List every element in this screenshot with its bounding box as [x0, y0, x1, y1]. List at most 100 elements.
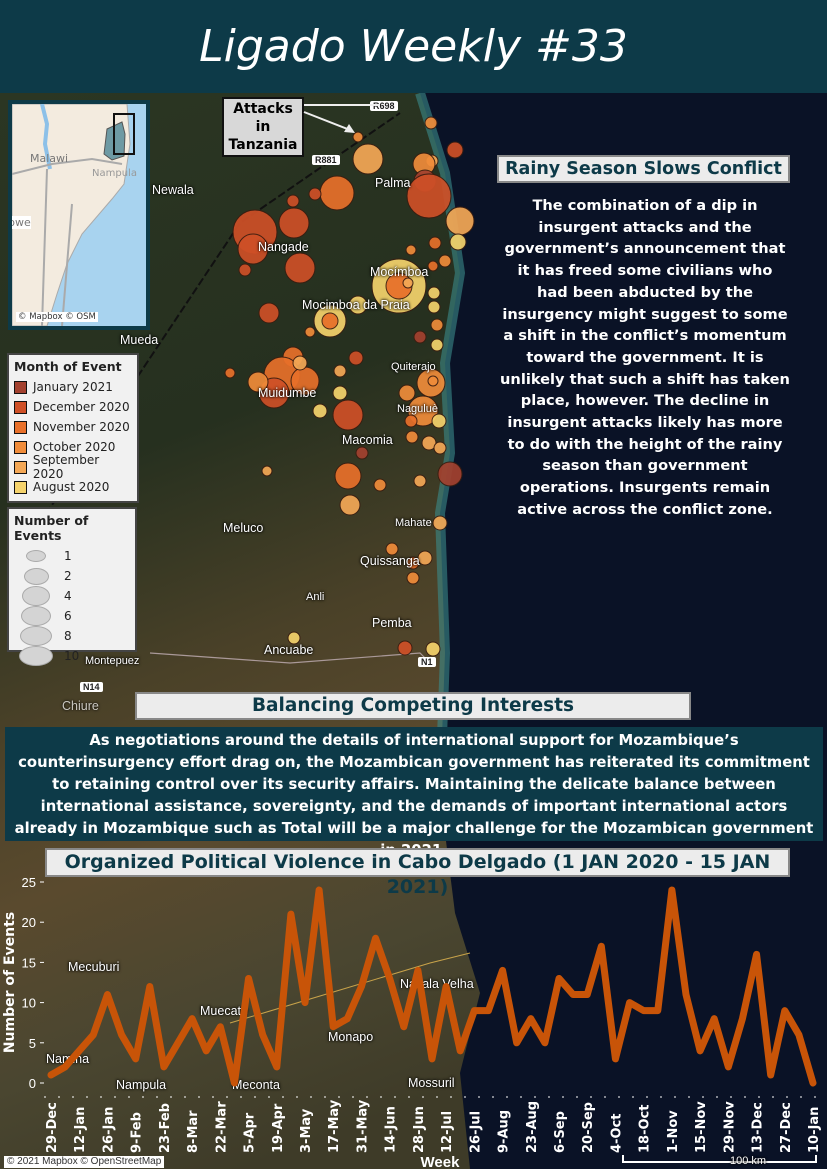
- data-point[interactable]: [147, 984, 152, 989]
- event-circle[interactable]: [433, 441, 447, 455]
- event-circle[interactable]: [445, 206, 475, 236]
- data-point[interactable]: [105, 992, 110, 997]
- data-point[interactable]: [740, 1016, 745, 1021]
- data-point[interactable]: [317, 888, 322, 893]
- data-point[interactable]: [754, 952, 759, 957]
- data-point[interactable]: [204, 1048, 209, 1053]
- map-attribution[interactable]: © 2021 Mapbox © OpenStreetMap: [4, 1156, 165, 1168]
- event-circle[interactable]: [224, 367, 236, 379]
- data-point[interactable]: [77, 1048, 82, 1053]
- event-circle[interactable]: [430, 338, 444, 352]
- data-point[interactable]: [359, 984, 364, 989]
- event-circle[interactable]: [427, 286, 441, 300]
- event-circle[interactable]: [321, 312, 339, 330]
- event-circle[interactable]: [332, 385, 348, 401]
- event-circle[interactable]: [405, 244, 417, 256]
- event-circle[interactable]: [287, 631, 301, 645]
- event-circle[interactable]: [284, 252, 316, 284]
- data-point[interactable]: [444, 984, 449, 989]
- event-circle[interactable]: [238, 263, 252, 277]
- data-point[interactable]: [669, 888, 674, 893]
- event-circle[interactable]: [404, 414, 418, 428]
- data-point[interactable]: [176, 1040, 180, 1045]
- data-point[interactable]: [796, 1032, 801, 1037]
- event-circle[interactable]: [385, 542, 399, 556]
- data-point[interactable]: [288, 912, 293, 917]
- data-point[interactable]: [232, 1081, 237, 1085]
- data-point[interactable]: [331, 1024, 336, 1029]
- event-circle[interactable]: [437, 461, 463, 487]
- data-point[interactable]: [599, 944, 604, 949]
- data-point[interactable]: [557, 976, 561, 981]
- data-point[interactable]: [345, 1016, 350, 1021]
- inset-attribution[interactable]: © Mapbox © OSM: [16, 312, 98, 322]
- event-circle[interactable]: [237, 233, 269, 265]
- event-circle[interactable]: [398, 384, 416, 402]
- data-point[interactable]: [373, 936, 378, 941]
- event-circle[interactable]: [427, 260, 439, 272]
- inset-map[interactable]: Malawi Nampula bwe © Mapbox © OSM: [8, 100, 150, 330]
- data-point[interactable]: [472, 1008, 477, 1013]
- event-circle[interactable]: [428, 236, 442, 250]
- map[interactable]: Palma Nangade Newala Mocímboa Mocimboa d…: [0, 93, 827, 1169]
- data-point[interactable]: [585, 992, 590, 997]
- event-circle[interactable]: [286, 194, 300, 208]
- legend-item[interactable]: August 2020: [14, 477, 132, 497]
- legend-item[interactable]: October 2020: [14, 437, 132, 457]
- legend-item[interactable]: January 2021: [14, 377, 132, 397]
- event-circle[interactable]: [427, 300, 441, 314]
- event-circle[interactable]: [430, 318, 444, 332]
- event-circle[interactable]: [261, 465, 273, 477]
- data-point[interactable]: [641, 1008, 646, 1013]
- data-point[interactable]: [401, 1024, 406, 1029]
- event-circle[interactable]: [292, 355, 308, 371]
- data-point[interactable]: [246, 976, 251, 981]
- data-point[interactable]: [218, 1024, 223, 1029]
- data-point[interactable]: [458, 1048, 463, 1053]
- data-point[interactable]: [91, 1032, 96, 1037]
- data-point[interactable]: [811, 1081, 815, 1085]
- event-circle[interactable]: [413, 474, 427, 488]
- event-circle[interactable]: [355, 446, 369, 460]
- event-circle[interactable]: [352, 143, 384, 175]
- data-point[interactable]: [49, 1072, 53, 1077]
- data-point[interactable]: [430, 1056, 434, 1061]
- event-circle[interactable]: [339, 494, 361, 516]
- data-point[interactable]: [528, 1016, 533, 1021]
- event-circle[interactable]: [446, 141, 464, 159]
- data-point[interactable]: [571, 992, 576, 997]
- event-circle[interactable]: [308, 187, 322, 201]
- event-circle[interactable]: [319, 175, 355, 211]
- data-point[interactable]: [782, 1008, 787, 1013]
- data-point[interactable]: [274, 1064, 279, 1069]
- data-point[interactable]: [500, 968, 505, 973]
- data-point[interactable]: [684, 992, 688, 997]
- event-circle[interactable]: [413, 330, 427, 344]
- legend-item[interactable]: September 2020: [14, 453, 132, 481]
- event-circle[interactable]: [397, 640, 413, 656]
- data-point[interactable]: [161, 1064, 166, 1069]
- data-point[interactable]: [655, 1008, 660, 1013]
- data-point[interactable]: [712, 1016, 717, 1021]
- data-point[interactable]: [415, 968, 420, 973]
- legend-item[interactable]: December 2020: [14, 397, 132, 417]
- event-circle[interactable]: [304, 326, 316, 338]
- event-circle[interactable]: [432, 515, 448, 531]
- event-circle[interactable]: [406, 556, 420, 570]
- event-circle[interactable]: [438, 254, 452, 268]
- data-point[interactable]: [627, 1000, 632, 1005]
- event-circle[interactable]: [431, 413, 447, 429]
- event-circle[interactable]: [406, 571, 420, 585]
- data-point[interactable]: [486, 1008, 491, 1013]
- data-point[interactable]: [698, 1048, 703, 1053]
- legend-item[interactable]: November 2020: [14, 417, 132, 437]
- data-point[interactable]: [726, 1064, 731, 1069]
- event-circle[interactable]: [405, 430, 419, 444]
- event-circle[interactable]: [402, 277, 414, 289]
- event-circle[interactable]: [425, 641, 441, 657]
- event-circle[interactable]: [417, 550, 433, 566]
- event-circle[interactable]: [449, 233, 467, 251]
- data-point[interactable]: [63, 1064, 68, 1069]
- data-point[interactable]: [613, 1056, 618, 1061]
- data-point[interactable]: [303, 1000, 307, 1005]
